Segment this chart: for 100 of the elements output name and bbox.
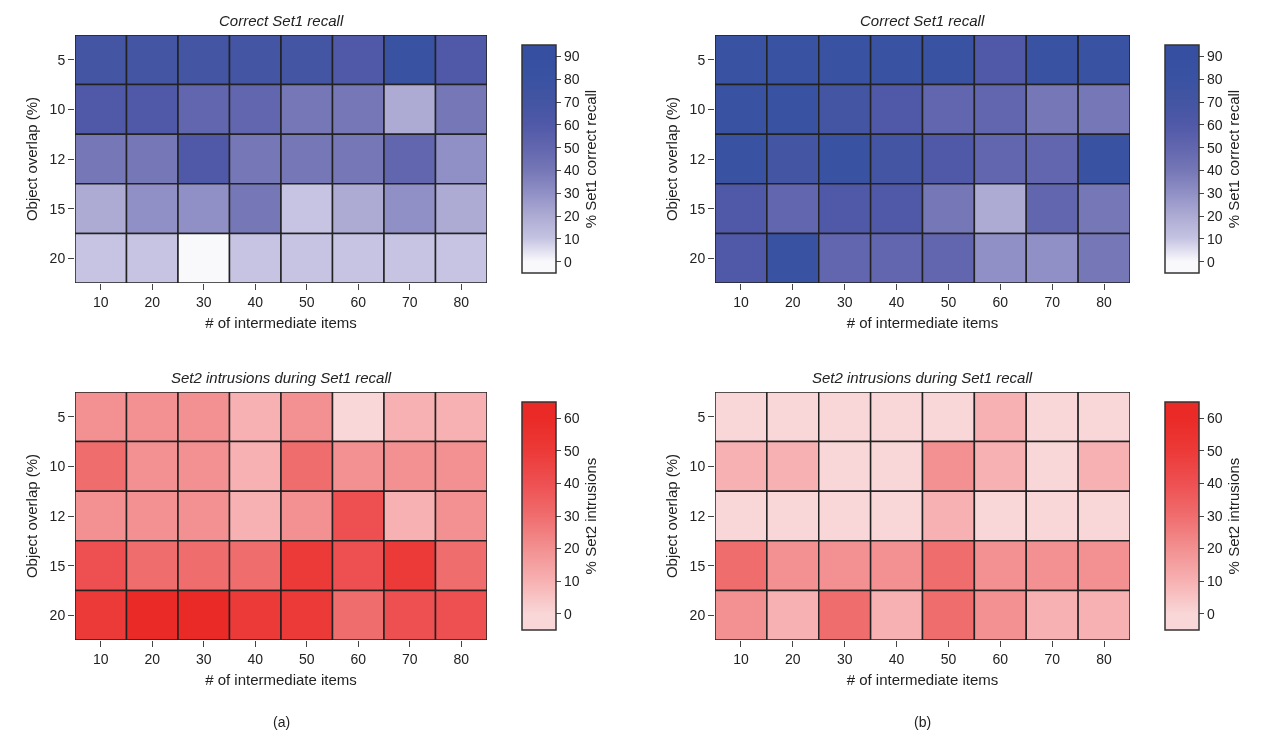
x-tick-label: 50 bbox=[940, 650, 957, 667]
x-tick-label: 80 bbox=[1096, 650, 1113, 667]
color-bar-label: 0 bbox=[564, 253, 573, 270]
y-tick-label: 12 bbox=[49, 150, 66, 167]
x-tick-label: 10 bbox=[92, 293, 109, 310]
chart-title: Correct Set1 recall bbox=[860, 12, 985, 29]
y-tick-label: 20 bbox=[49, 250, 66, 267]
x-tick-label: 20 bbox=[785, 293, 801, 310]
x-tick-label: 80 bbox=[453, 293, 470, 310]
color-bar-label: 10 bbox=[1207, 573, 1223, 590]
y-tick-label: 10 bbox=[49, 458, 66, 475]
x-tick-label: 30 bbox=[836, 293, 853, 310]
color-bar-label: 30 bbox=[1207, 185, 1223, 202]
x-tick-label: 60 bbox=[350, 650, 367, 667]
y-tick-label: 5 bbox=[697, 408, 706, 425]
color-bar-label: 80 bbox=[1207, 71, 1223, 88]
color-bar-label: 30 bbox=[564, 507, 580, 524]
x-tick-label: 60 bbox=[350, 293, 367, 310]
color-bar-label: 20 bbox=[1207, 540, 1223, 557]
x-tick-label: 30 bbox=[195, 650, 212, 667]
color-bar-label: 60 bbox=[564, 116, 580, 133]
color-bar-label: 50 bbox=[1207, 139, 1223, 156]
x-tick-label: 60 bbox=[992, 650, 1009, 667]
y-tick-label: 10 bbox=[689, 458, 706, 475]
x-axis-title: # of intermediate items bbox=[846, 313, 999, 331]
text: (a) bbox=[273, 714, 291, 730]
color-bar-label: 60 bbox=[1207, 410, 1223, 427]
x-tick-label: 50 bbox=[298, 293, 315, 310]
y-axis-title: Object overlap (%) bbox=[22, 453, 40, 579]
x-tick-label: 40 bbox=[888, 650, 905, 667]
color-bar-title: % Set1 correct recall bbox=[581, 89, 599, 229]
y-tick-label: 15 bbox=[49, 557, 66, 574]
color-bar-title: % Set2 intrusions bbox=[581, 457, 599, 575]
color-bar-title: % Set2 intrusions bbox=[1224, 457, 1242, 575]
x-tick-label: 10 bbox=[733, 293, 749, 310]
chart-title: Set2 intrusions during Set1 recall bbox=[171, 369, 392, 386]
y-tick-label: 5 bbox=[57, 51, 66, 68]
y-tick-label: 20 bbox=[689, 607, 706, 624]
color-bar-label: 0 bbox=[1207, 605, 1216, 622]
x-tick-label: 60 bbox=[992, 293, 1009, 310]
y-tick-label: 5 bbox=[697, 51, 706, 68]
x-tick-label: 40 bbox=[247, 650, 264, 667]
color-bar-label: 20 bbox=[564, 540, 580, 557]
color-bar-label: 10 bbox=[564, 573, 580, 590]
x-tick-label: 80 bbox=[1096, 293, 1113, 310]
color-bar-label: 20 bbox=[1207, 207, 1223, 224]
x-tick-label: 40 bbox=[247, 293, 264, 310]
y-axis-title: Object overlap (%) bbox=[662, 96, 680, 222]
color-bar-label: 50 bbox=[1207, 442, 1223, 459]
color-bar-label: 90 bbox=[1207, 48, 1223, 65]
color-bar-label: 70 bbox=[1207, 93, 1223, 110]
y-tick-label: 12 bbox=[49, 507, 66, 524]
x-axis-title: # of intermediate items bbox=[846, 670, 999, 688]
color-bar-label: 40 bbox=[564, 162, 580, 179]
color-bar-label: 50 bbox=[564, 442, 580, 459]
x-tick-label: 50 bbox=[298, 650, 315, 667]
y-tick-label: 15 bbox=[689, 557, 706, 574]
x-tick-label: 80 bbox=[453, 650, 470, 667]
color-bar-label: 10 bbox=[564, 230, 580, 247]
x-tick-label: 70 bbox=[1044, 650, 1061, 667]
x-tick-label: 20 bbox=[144, 650, 161, 667]
color-bar-label: 40 bbox=[1207, 162, 1223, 179]
x-tick-label: 30 bbox=[195, 293, 212, 310]
color-bar-label: 20 bbox=[564, 207, 580, 224]
y-tick-label: 15 bbox=[689, 200, 706, 217]
color-bar-label: 50 bbox=[564, 139, 580, 156]
color-bar-label: 70 bbox=[564, 93, 580, 110]
x-tick-label: 70 bbox=[401, 650, 418, 667]
y-axis-title: Object overlap (%) bbox=[22, 96, 40, 222]
color-bar-label: 10 bbox=[1207, 230, 1223, 247]
color-bar-label: 30 bbox=[1207, 507, 1223, 524]
x-tick-label: 70 bbox=[1044, 293, 1061, 310]
x-tick-label: 40 bbox=[888, 293, 905, 310]
y-tick-label: 12 bbox=[689, 150, 706, 167]
x-tick-label: 30 bbox=[836, 650, 853, 667]
text: (b) bbox=[914, 714, 932, 730]
y-tick-label: 5 bbox=[57, 408, 66, 425]
color-bar-label: 90 bbox=[564, 48, 580, 65]
x-tick-label: 10 bbox=[92, 650, 109, 667]
y-tick-label: 12 bbox=[689, 507, 706, 524]
y-tick-label: 10 bbox=[689, 101, 706, 118]
color-bar-title: % Set1 correct recall bbox=[1224, 89, 1242, 229]
color-bar-label: 40 bbox=[564, 475, 580, 492]
color-bar-label: 30 bbox=[564, 185, 580, 202]
color-bar-label: 0 bbox=[1207, 253, 1216, 270]
chart-title: Set2 intrusions during Set1 recall bbox=[812, 369, 1033, 386]
y-axis-title: Object overlap (%) bbox=[662, 453, 680, 579]
color-bar-label: 40 bbox=[1207, 475, 1223, 492]
y-tick-label: 20 bbox=[689, 250, 706, 267]
x-tick-label: 20 bbox=[144, 293, 161, 310]
y-tick-label: 15 bbox=[49, 200, 66, 217]
color-bar-label: 60 bbox=[1207, 116, 1223, 133]
x-axis-title: # of intermediate items bbox=[205, 313, 357, 331]
y-tick-label: 10 bbox=[49, 101, 66, 118]
x-tick-label: 50 bbox=[940, 293, 957, 310]
chart-title: Correct Set1 recall bbox=[219, 12, 344, 29]
x-tick-label: 10 bbox=[733, 650, 749, 667]
y-tick-label: 20 bbox=[49, 607, 66, 624]
x-tick-label: 20 bbox=[785, 650, 801, 667]
color-bar-label: 80 bbox=[564, 71, 580, 88]
